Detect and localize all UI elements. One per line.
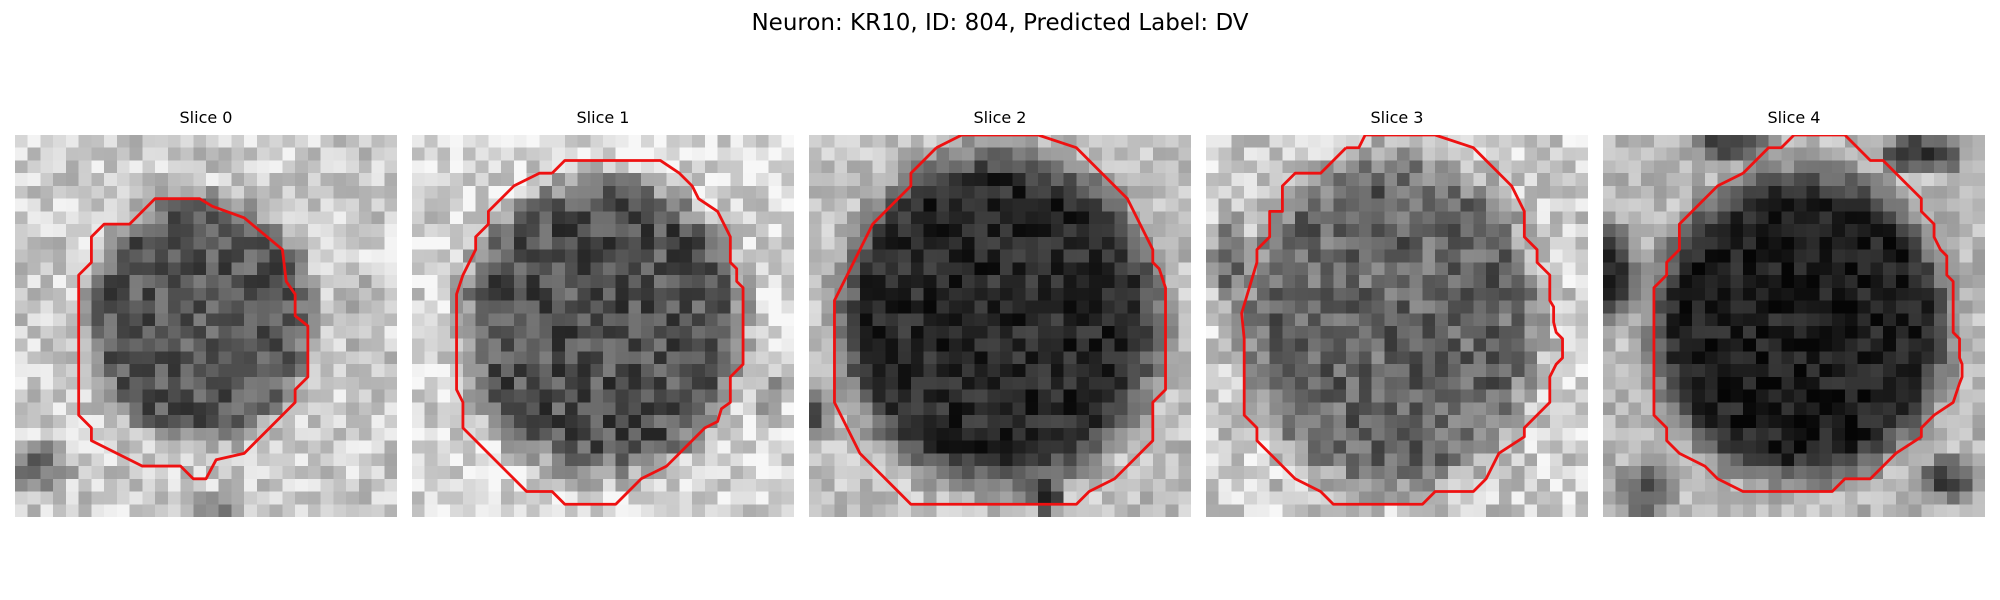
slice-pixels-0: [15, 135, 397, 517]
slice-pixels-3: [1206, 135, 1588, 517]
slice-image-0: [15, 135, 397, 517]
slice-pixels-2: [809, 135, 1191, 517]
slice-panel-1: Slice 1: [412, 108, 794, 517]
slice-contour-4: [1652, 135, 1964, 493]
slice-image-3: [1206, 135, 1588, 517]
slice-contour-0: [77, 197, 310, 481]
slice-title-2: Slice 2: [973, 108, 1027, 127]
slice-title-0: Slice 0: [179, 108, 233, 127]
slice-title-4: Slice 4: [1767, 108, 1821, 127]
slice-panel-2: Slice 2: [809, 108, 1191, 517]
slice-panel-0: Slice 0: [15, 108, 397, 517]
slice-image-4: [1603, 135, 1985, 517]
slice-title-3: Slice 3: [1370, 108, 1424, 127]
slice-contour-1: [455, 159, 745, 506]
slice-panel-4: Slice 4: [1603, 108, 1985, 517]
slice-contour-2: [833, 135, 1167, 506]
slice-contour-3: [1240, 135, 1564, 506]
slice-panel-3: Slice 3: [1206, 108, 1588, 517]
slice-image-1: [412, 135, 794, 517]
slice-pixels-1: [412, 135, 794, 517]
slice-pixels-4: [1603, 135, 1985, 517]
slice-title-1: Slice 1: [576, 108, 630, 127]
slice-image-2: [809, 135, 1191, 517]
figure-title: Neuron: KR10, ID: 804, Predicted Label: …: [751, 10, 1249, 36]
